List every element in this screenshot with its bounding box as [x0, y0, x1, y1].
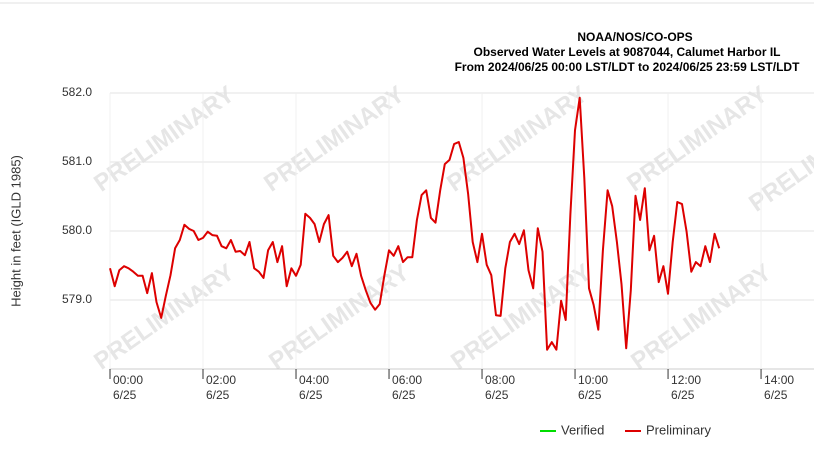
watermarks: PRELIMINARY PRELIMINARY PRELIMINARY PRELIMI… — [89, 81, 814, 375]
x-tick-label: 04:00 — [299, 373, 329, 387]
chart-title: From 2024/06/25 00:00 LST/LDT to 2024/06… — [455, 60, 800, 74]
chart-title: Observed Water Levels at 9087044, Calume… — [473, 45, 780, 59]
x-tick-date: 6/25 — [206, 388, 230, 402]
watermark: PRELIMINARY — [622, 81, 772, 197]
y-tick-label: 579.0 — [62, 292, 92, 306]
legend-label: Verified — [561, 422, 604, 437]
watermark: PRELIMINARY — [442, 81, 592, 197]
x-tick-label: 06:00 — [392, 373, 422, 387]
watermark: PRELIMINARY — [626, 259, 776, 375]
x-tick-label: 00:00 — [113, 373, 143, 387]
watermark: PRELIMINARY — [446, 259, 596, 375]
x-tick-date: 6/25 — [578, 388, 602, 402]
x-tick-date: 6/25 — [764, 388, 788, 402]
watermark: PRELIMINARY — [259, 81, 409, 197]
watermark: PRELIMINARY — [264, 259, 414, 375]
x-tick-label: 10:00 — [578, 373, 608, 387]
watermark: PRELIMINARY — [89, 81, 239, 197]
x-tick-label: 12:00 — [671, 373, 701, 387]
x-tick-date: 6/25 — [113, 388, 137, 402]
y-tick-label: 580.0 — [62, 223, 92, 237]
x-tick-date: 6/25 — [671, 388, 695, 402]
x-tick-label: 08:00 — [485, 373, 515, 387]
chart-title: NOAA/NOS/CO-OPS — [577, 30, 692, 44]
y-tick-label: 582.0 — [62, 85, 92, 99]
x-tick-date: 6/25 — [485, 388, 509, 402]
x-tick-label: 02:00 — [206, 373, 236, 387]
data-line — [109, 96, 721, 351]
legend-label: Preliminary — [646, 422, 712, 437]
y-axis-label: Height in feet (IGLD 1985) — [8, 155, 23, 307]
y-tick-label: 581.0 — [62, 154, 92, 168]
watermark: PRELIMINARY — [744, 101, 814, 217]
x-tick-label: 14:00 — [764, 373, 794, 387]
x-tick-date: 6/25 — [299, 388, 323, 402]
x-tick-date: 6/25 — [392, 388, 416, 402]
